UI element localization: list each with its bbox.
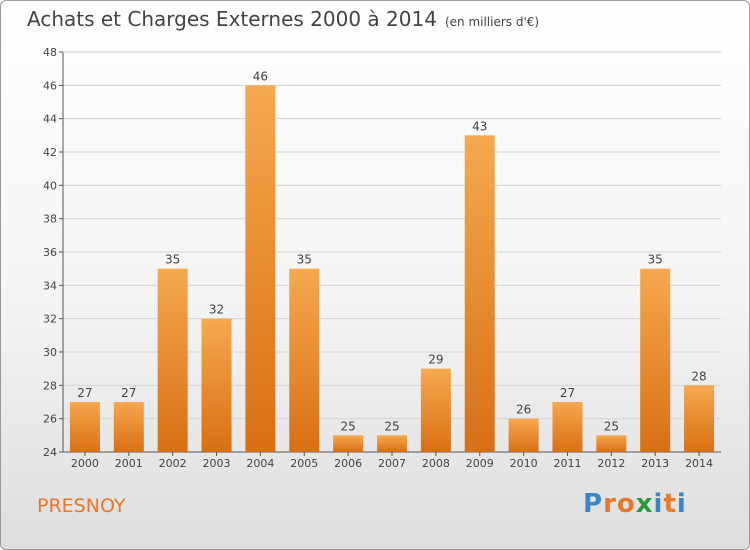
logo-letter: x: [635, 489, 654, 519]
x-tick-label: 2007: [378, 457, 406, 470]
x-tick-label: 2009: [466, 457, 494, 470]
bar: [157, 268, 188, 452]
bar: [333, 435, 364, 452]
bar: [201, 318, 232, 452]
y-tick-label: 34: [43, 279, 57, 292]
logo-letter: i: [676, 489, 687, 519]
bar: [377, 435, 407, 452]
x-tick-label: 2014: [685, 457, 713, 470]
x-tick-label: 2004: [246, 457, 274, 470]
bar-value-label: 32: [209, 303, 224, 317]
x-tick-label: 2008: [422, 457, 450, 470]
bar: [508, 418, 539, 452]
x-tick-label: 2000: [71, 457, 99, 470]
logo-letter: P: [583, 489, 604, 519]
y-tick-label: 40: [43, 179, 57, 192]
x-tick-label: 2012: [597, 457, 625, 470]
y-tick-label: 32: [43, 313, 57, 326]
x-tick-label: 2006: [334, 457, 362, 470]
bar-value-label: 26: [516, 403, 531, 417]
bar: [552, 402, 583, 452]
chart-title-text: Achats et Charges Externes 2000 à 2014: [27, 7, 437, 31]
logo-letter: t: [663, 489, 677, 519]
y-tick-label: 46: [43, 79, 57, 92]
logo-letter: o: [616, 489, 636, 519]
x-tick-label: 2002: [159, 457, 187, 470]
proxiti-logo[interactable]: Proxiti: [583, 489, 687, 519]
commune-name: PRESNOY: [37, 495, 126, 517]
bar: [684, 385, 715, 452]
logo-letter: r: [603, 489, 617, 519]
bar-value-label: 25: [340, 419, 355, 433]
bar: [69, 402, 100, 452]
x-tick-label: 2011: [553, 457, 581, 470]
y-tick-label: 42: [43, 146, 57, 159]
bar: [464, 135, 495, 453]
y-tick-label: 48: [43, 46, 57, 59]
bar-value-label: 35: [297, 253, 312, 267]
x-tick-label: 2001: [115, 457, 143, 470]
bar: [113, 402, 144, 452]
y-tick-label: 44: [43, 113, 57, 126]
bar-value-label: 35: [648, 253, 663, 267]
y-tick-label: 28: [43, 379, 57, 392]
bar-value-label: 25: [384, 419, 399, 433]
y-tick-label: 36: [43, 246, 57, 259]
x-tick-label: 2005: [290, 457, 318, 470]
y-tick-label: 38: [43, 213, 57, 226]
bar-value-label: 43: [472, 119, 487, 133]
y-tick-label: 24: [43, 446, 57, 459]
bar-value-label: 28: [691, 369, 706, 383]
bar-value-label: 27: [560, 386, 575, 400]
x-tick-label: 2013: [641, 457, 669, 470]
bar: [289, 268, 320, 452]
bar: [640, 268, 671, 452]
chart-title: Achats et Charges Externes 2000 à 2014 (e…: [27, 7, 539, 31]
logo-letter: i: [653, 489, 664, 519]
bar: [596, 435, 627, 452]
x-tick-label: 2010: [510, 457, 538, 470]
chart-unit: (en milliers d'€): [444, 15, 540, 29]
bar-value-label: 27: [77, 386, 92, 400]
bar: [420, 368, 451, 452]
bar-value-label: 46: [253, 69, 268, 83]
y-tick-label: 26: [43, 413, 57, 426]
bar-value-label: 25: [604, 419, 619, 433]
bar-value-label: 29: [428, 353, 443, 367]
x-tick-label: 2003: [203, 457, 231, 470]
y-tick-label: 30: [43, 346, 57, 359]
bar-value-label: 27: [121, 386, 136, 400]
bar: [245, 85, 276, 452]
bar-value-label: 35: [165, 253, 180, 267]
